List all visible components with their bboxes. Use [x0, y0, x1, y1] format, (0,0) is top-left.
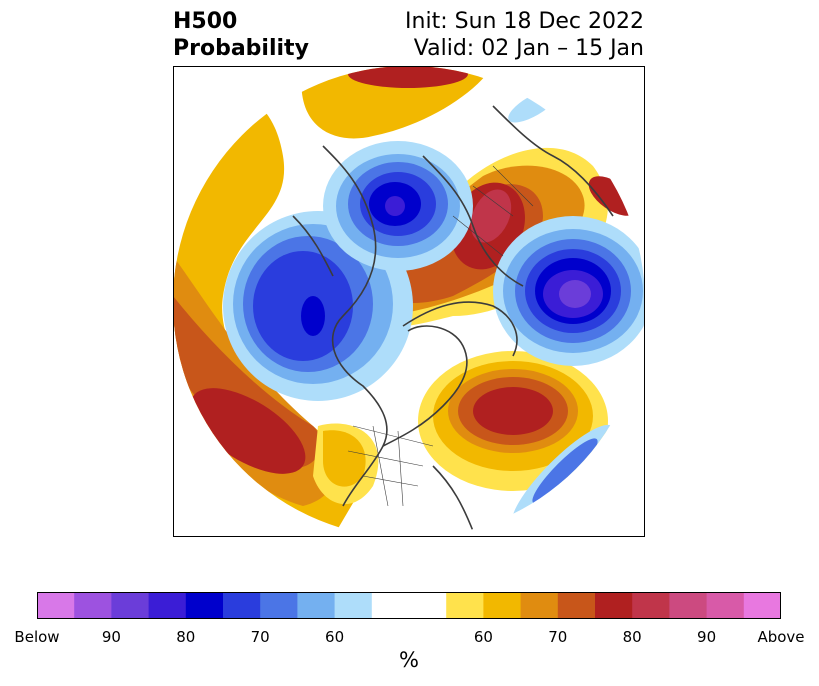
colorbar-cell	[371, 592, 447, 619]
colorbar-tick-label: 60	[473, 628, 493, 646]
coastlines	[292, 105, 614, 532]
colorbar-cell	[185, 592, 224, 619]
colorbar-cell	[223, 592, 261, 619]
colorbar-cell	[446, 592, 484, 619]
above-core-pacific	[190, 388, 306, 474]
colorbar-cell	[148, 592, 187, 619]
colorbar-unit: %	[399, 648, 419, 672]
colorbar-cell	[743, 592, 781, 619]
colorbar-cell	[557, 592, 596, 619]
colorbar-tick-label: 90	[697, 628, 717, 646]
colorbar-cell	[520, 592, 559, 619]
colorbar-cell	[706, 592, 745, 619]
colorbar-tick-label: 80	[622, 628, 642, 646]
init-date: Init: Sun 18 Dec 2022	[405, 9, 644, 34]
forecast-dates: Init: Sun 18 Dec 2022 Valid: 02 Jan – 15…	[405, 8, 644, 62]
field-label: H500	[173, 9, 238, 34]
colorbar-tick-label: Above	[757, 628, 805, 646]
colorbar-cell	[595, 592, 633, 619]
below-region-south-2	[532, 438, 598, 504]
colorbar-cell	[111, 592, 150, 619]
below-peak-siberia	[559, 280, 591, 308]
above-core-atlantic	[473, 387, 553, 435]
above-core-eurasia-peak	[470, 189, 512, 243]
colorbar	[37, 592, 781, 619]
colorbar-cell	[260, 592, 298, 619]
colorbar-tick-label: 60	[325, 628, 345, 646]
colorbar-tick-label: 70	[250, 628, 270, 646]
polar-map	[173, 66, 645, 537]
valid-range: Valid: 02 Jan – 15 Jan	[413, 36, 644, 61]
colorbar-tick-label: 70	[548, 628, 568, 646]
colorbar-cell	[74, 592, 112, 619]
below-core-alaska	[301, 296, 325, 336]
colorbar-cell	[37, 592, 75, 619]
borders	[347, 165, 534, 507]
colorbar-cell	[483, 592, 522, 619]
chart-title: H500 Probability	[173, 8, 309, 62]
product-label: Probability	[173, 36, 309, 61]
colorbar-cell	[334, 592, 373, 619]
colorbar-cells	[37, 592, 781, 619]
colorbar-cell	[669, 592, 708, 619]
colorbar-cell	[297, 592, 336, 619]
colorbar-tick-label: Below	[14, 628, 60, 646]
colorbar-tick-label: 90	[101, 628, 121, 646]
above-region-us-2	[323, 430, 366, 487]
colorbar-cell	[632, 592, 670, 619]
below-peak-greenland	[385, 196, 405, 216]
colorbar-tick-label: 80	[176, 628, 196, 646]
